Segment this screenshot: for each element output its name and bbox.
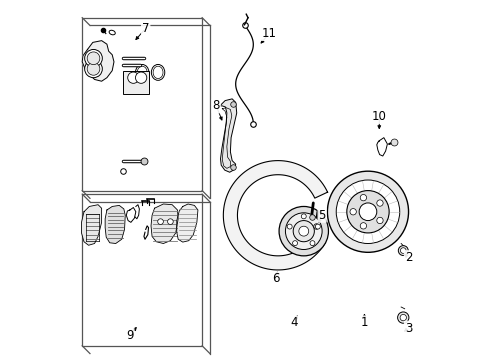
Circle shape (87, 63, 100, 75)
Polygon shape (223, 161, 327, 270)
Circle shape (399, 314, 406, 321)
Text: 10: 10 (371, 110, 386, 123)
Circle shape (360, 194, 366, 201)
Polygon shape (105, 206, 125, 243)
Text: 8: 8 (212, 99, 220, 112)
Circle shape (293, 221, 314, 242)
Circle shape (84, 49, 102, 67)
Circle shape (292, 241, 297, 246)
Circle shape (397, 312, 408, 323)
Text: 11: 11 (261, 27, 276, 40)
Text: 9: 9 (126, 329, 133, 342)
Circle shape (286, 224, 291, 229)
Text: 1: 1 (360, 316, 367, 329)
Text: 5: 5 (318, 209, 325, 222)
Text: 2: 2 (404, 251, 411, 264)
Circle shape (167, 219, 173, 224)
Circle shape (336, 180, 399, 243)
Circle shape (346, 190, 388, 233)
Circle shape (376, 200, 383, 206)
Bar (122, 71, 149, 94)
Circle shape (315, 224, 320, 229)
Polygon shape (219, 99, 236, 172)
Circle shape (301, 214, 305, 219)
Circle shape (309, 241, 314, 246)
Circle shape (376, 217, 383, 224)
Circle shape (87, 52, 100, 65)
Circle shape (279, 207, 328, 256)
Circle shape (158, 219, 163, 224)
Polygon shape (151, 204, 178, 243)
Circle shape (127, 72, 139, 83)
Circle shape (327, 171, 407, 252)
Text: 6: 6 (272, 272, 280, 285)
Circle shape (285, 213, 322, 249)
Circle shape (135, 72, 146, 83)
Circle shape (358, 203, 376, 221)
Circle shape (360, 223, 366, 229)
Polygon shape (81, 205, 102, 245)
Circle shape (400, 248, 405, 253)
Circle shape (349, 208, 356, 215)
Polygon shape (176, 204, 198, 242)
Circle shape (298, 226, 308, 236)
Polygon shape (82, 41, 114, 81)
Text: 4: 4 (289, 316, 297, 329)
Text: 7: 7 (142, 22, 149, 35)
Circle shape (84, 60, 102, 78)
Circle shape (398, 246, 407, 256)
Text: 3: 3 (404, 322, 411, 335)
